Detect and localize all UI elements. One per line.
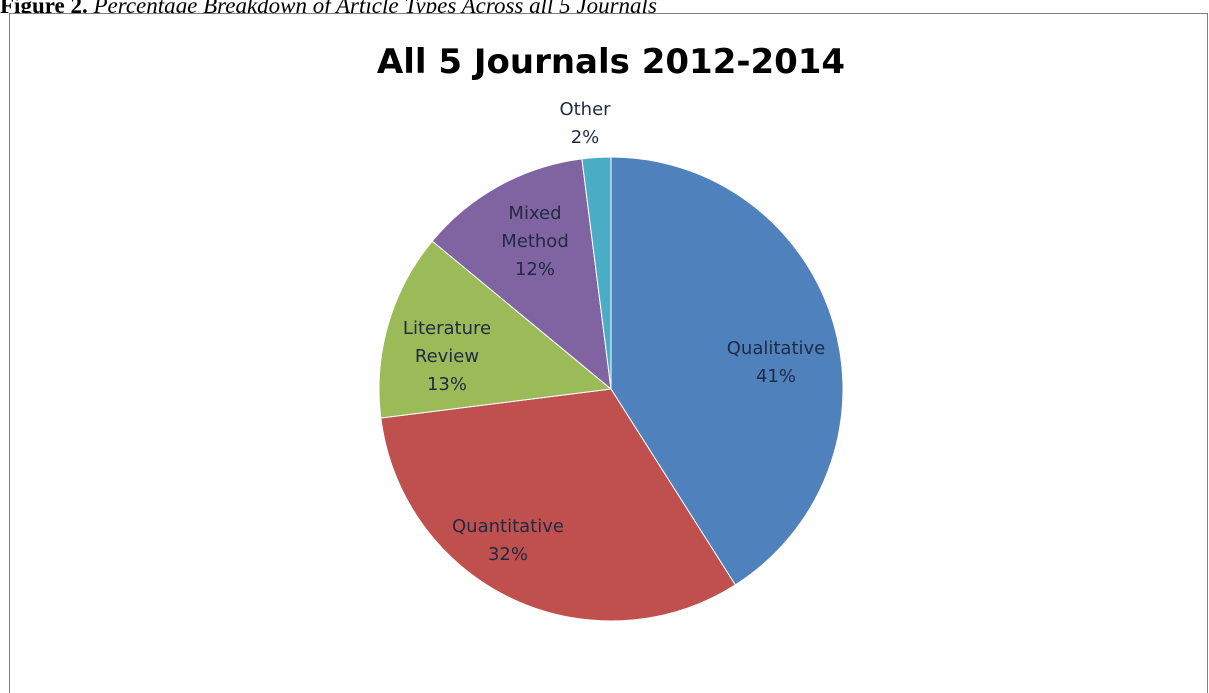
pie-label-other: Other 2% — [559, 99, 611, 148]
figure-caption-lead: Figure 2. — [0, 0, 88, 17]
chart-title: All 5 Journals 2012-2014 — [377, 42, 845, 82]
pie-label-quantitative: Quantitative 32% — [452, 516, 564, 565]
figure-caption: Figure 2. Percentage Breakdown of Articl… — [0, 0, 1209, 17]
figure-caption-text: Percentage Breakdown of Article Types Ac… — [93, 0, 657, 17]
pie-slices — [378, 156, 844, 622]
pie-chart: All 5 Journals 2012-2014 Qualitative 41%Q… — [377, 42, 845, 622]
pie-slice-quantitative — [380, 388, 737, 622]
pie-slice-mixed-method — [431, 158, 612, 391]
pie-label-qualitative: Qualitative 41% — [727, 338, 825, 387]
pie-label-mixed-method: Mixed Method 12% — [501, 203, 569, 280]
pie-labels: Qualitative 41% Quantitative 32% Literature R… — [403, 99, 825, 565]
pie-slice-other — [581, 156, 612, 390]
pie-label-literature-review: Literature Review 13% — [403, 318, 491, 395]
pie-slice-qualitative — [610, 156, 844, 586]
pie-slice-literature-review — [378, 240, 613, 419]
